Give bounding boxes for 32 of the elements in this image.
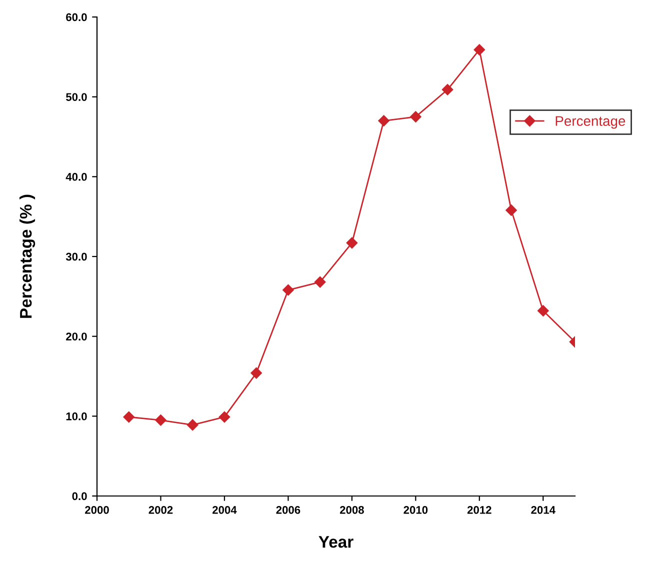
y-tick-label: 60.0	[66, 13, 87, 22]
point	[250, 367, 262, 379]
x-tick-label: 2004	[212, 506, 237, 514]
legend-label: Percentage	[556, 116, 626, 129]
y-tick-label: 30.0	[66, 252, 87, 261]
point	[378, 115, 390, 126]
y-tick-label: 50.0	[66, 93, 87, 101]
point	[538, 305, 549, 316]
y-tick-label: 0.0	[72, 492, 87, 500]
x-tick-label: 2014	[531, 506, 556, 514]
x-axis-title: Year	[318, 536, 354, 548]
x-tick-label: 2006	[276, 506, 300, 514]
point	[186, 419, 198, 431]
x-tick-label: 2000	[85, 506, 109, 514]
y-axis-title: Percentage (% )	[19, 194, 36, 318]
x-tick-label: 2008	[340, 506, 364, 514]
point	[282, 284, 294, 296]
x-tick-label: 2010	[404, 506, 428, 514]
point	[474, 44, 486, 56]
point	[218, 411, 230, 423]
point	[442, 84, 454, 96]
point	[314, 276, 326, 288]
point	[410, 111, 422, 122]
point	[123, 411, 134, 423]
point	[506, 204, 517, 216]
y-tick-label: 40.0	[66, 172, 87, 181]
point	[155, 414, 166, 426]
x-tick-label: 2002	[148, 506, 173, 514]
x-tick-label: 2012	[467, 506, 492, 514]
y-tick-label: 20.0	[66, 332, 87, 340]
point	[346, 237, 358, 249]
y-tick-label: 10.0	[66, 412, 87, 420]
